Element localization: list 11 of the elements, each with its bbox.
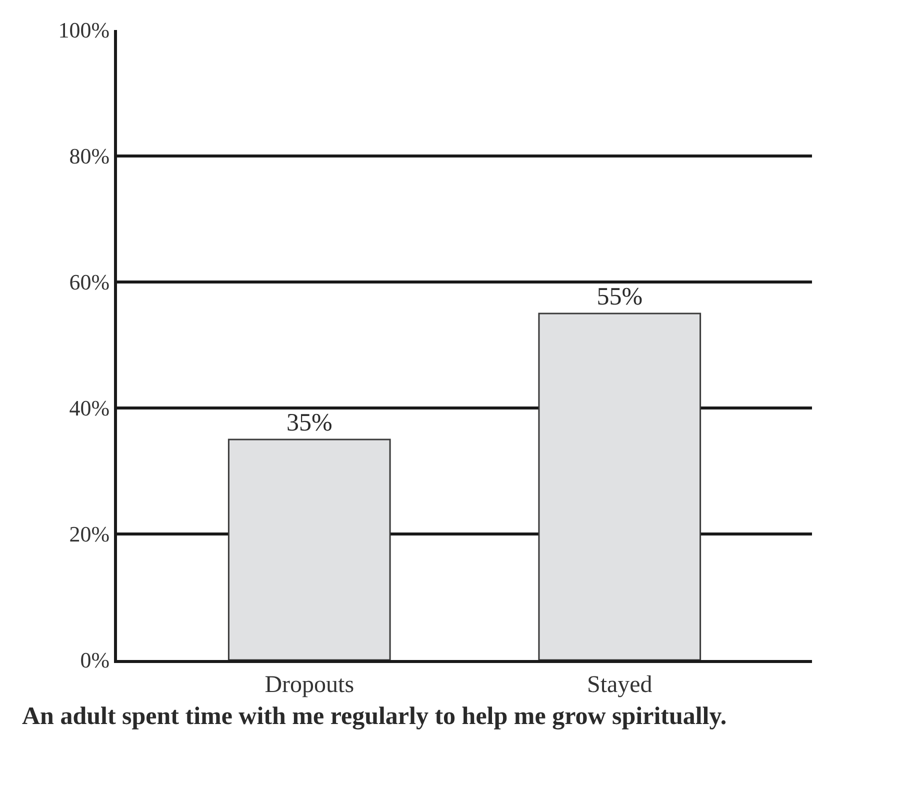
x-tick-label: Stayed [586,672,652,698]
y-tick-label: 20% [69,522,110,547]
y-tick-label: 60% [69,270,110,295]
y-tick-label: 0% [80,648,110,673]
x-tick-label: Dropouts [264,672,354,698]
y-tick-label: 40% [69,396,110,421]
y-tick-label: 80% [69,144,110,169]
data-label: 55% [596,284,643,310]
data-label: 35% [286,410,332,436]
y-tick-label: 100% [58,18,110,43]
text: An adult spent time with me regularly to help me grow spiritually. [22,703,727,730]
